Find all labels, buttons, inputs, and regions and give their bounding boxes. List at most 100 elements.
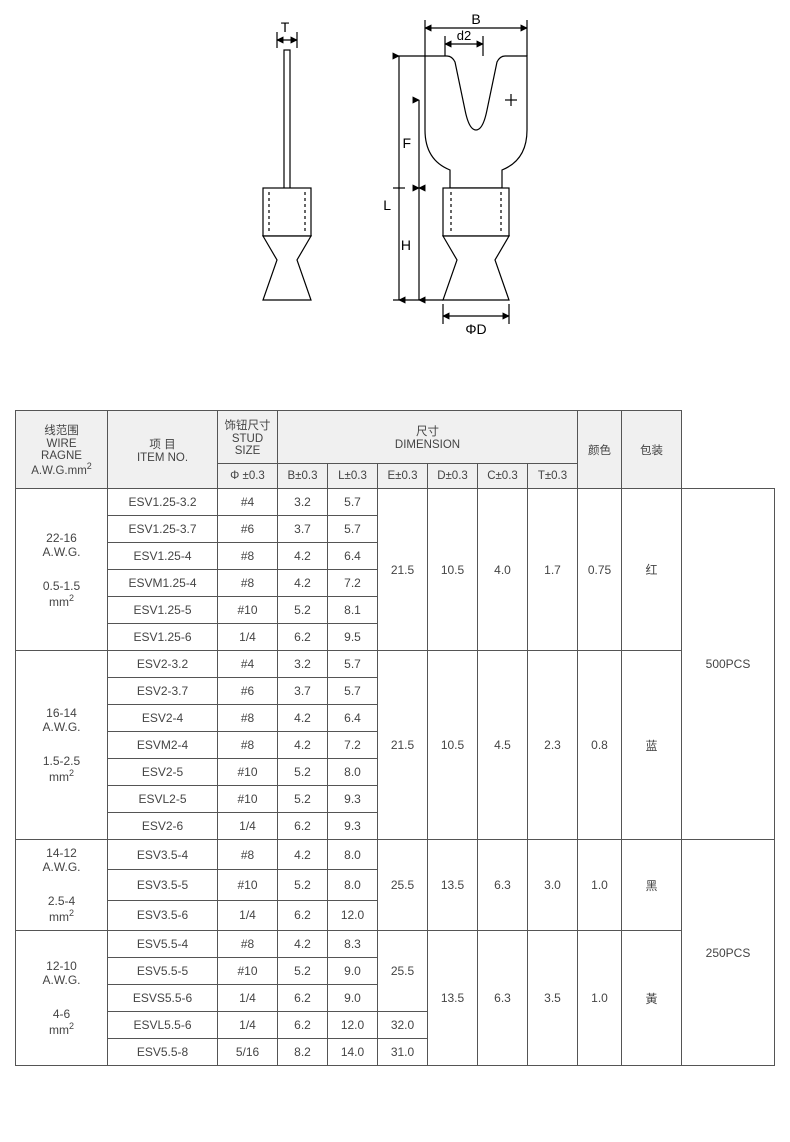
hdr-dim: 尺寸 DIMENSION — [278, 411, 578, 464]
cell-pack: 500PCS — [682, 489, 775, 840]
hdr-L: L±0.3 — [328, 464, 378, 489]
cell-phi: 5/16 — [218, 1039, 278, 1066]
cell-L: 8.1 — [328, 597, 378, 624]
cell-phi: #8 — [218, 543, 278, 570]
cell-phi: 1/4 — [218, 985, 278, 1012]
cell-B: 3.2 — [278, 651, 328, 678]
table-row: 14-12A.W.G.2.5-4mm2ESV3.5-4#84.28.025.51… — [16, 840, 775, 870]
cell-D: 10.5 — [428, 489, 478, 651]
cell-color: 红 — [622, 489, 682, 651]
cell-E: 32.0 — [378, 1012, 428, 1039]
cell-phi: #8 — [218, 570, 278, 597]
cell-item: ESV3.5-5 — [108, 870, 218, 900]
cell-L: 6.4 — [328, 543, 378, 570]
cell-B: 3.7 — [278, 516, 328, 543]
cell-B: 5.2 — [278, 870, 328, 900]
cell-phi: #10 — [218, 786, 278, 813]
hdr-color: 颜色 — [578, 411, 622, 489]
cell-item: ESVM2-4 — [108, 732, 218, 759]
cell-L: 14.0 — [328, 1039, 378, 1066]
cell-phi: #4 — [218, 651, 278, 678]
cell-phi: #8 — [218, 931, 278, 958]
cell-item: ESV3.5-6 — [108, 900, 218, 930]
cell-L: 5.7 — [328, 678, 378, 705]
cell-item: ESVM1.25-4 — [108, 570, 218, 597]
cell-L: 12.0 — [328, 900, 378, 930]
hdr-stud: 饰钮尺寸 STUD SIZE — [218, 411, 278, 464]
hdr-E: E±0.3 — [378, 464, 428, 489]
cell-phi: #10 — [218, 870, 278, 900]
cell-color: 蓝 — [622, 651, 682, 840]
cell-item: ESV2-5 — [108, 759, 218, 786]
label-T: T — [281, 19, 290, 35]
diagram-svg: T B d2 L — [185, 10, 605, 390]
cell-L: 5.7 — [328, 651, 378, 678]
cell-L: 9.5 — [328, 624, 378, 651]
cell-phi: 1/4 — [218, 900, 278, 930]
cell-L: 12.0 — [328, 1012, 378, 1039]
cell-T: 0.75 — [578, 489, 622, 651]
cell-item: ESVL5.5-6 — [108, 1012, 218, 1039]
cell-B: 4.2 — [278, 570, 328, 597]
hdr-pack: 包装 — [622, 411, 682, 489]
table-header-row-1: 线范围 WIRE RAGNE A.W.G.mm2 项 目 ITEM NO. 饰钮… — [16, 411, 775, 464]
cell-B: 5.2 — [278, 786, 328, 813]
cell-item: ESV1.25-4 — [108, 543, 218, 570]
cell-color: 黃 — [622, 931, 682, 1066]
cell-item: ESV2-3.7 — [108, 678, 218, 705]
cell-phi: #6 — [218, 516, 278, 543]
hdr-D: D±0.3 — [428, 464, 478, 489]
cell-pack: 250PCS — [682, 840, 775, 1066]
cell-C2: 3.5 — [528, 931, 578, 1066]
table-row: 12-10A.W.G.4-6mm2ESV5.5-4#84.28.325.513.… — [16, 931, 775, 958]
cell-D: 13.5 — [428, 840, 478, 931]
cell-L: 8.0 — [328, 759, 378, 786]
cell-D: 10.5 — [428, 651, 478, 840]
cell-L: 6.4 — [328, 705, 378, 732]
cell-B: 6.2 — [278, 900, 328, 930]
terminal-diagram: T B d2 L — [0, 0, 790, 400]
cell-T: 0.8 — [578, 651, 622, 840]
cell-phi: #8 — [218, 732, 278, 759]
cell-L: 9.3 — [328, 786, 378, 813]
cell-item: ESVS5.5-6 — [108, 985, 218, 1012]
cell-T: 1.0 — [578, 931, 622, 1066]
cell-C: 6.3 — [478, 931, 528, 1066]
cell-L: 8.3 — [328, 931, 378, 958]
cell-phi: #10 — [218, 958, 278, 985]
cell-B: 4.2 — [278, 705, 328, 732]
hdr-B: B±0.3 — [278, 464, 328, 489]
cell-item: ESVL2-5 — [108, 786, 218, 813]
cell-item: ESV3.5-4 — [108, 840, 218, 870]
cell-phi: 1/4 — [218, 813, 278, 840]
wire-range-cell: 14-12A.W.G.2.5-4mm2 — [16, 840, 108, 931]
cell-item: ESV2-6 — [108, 813, 218, 840]
cell-item: ESV2-4 — [108, 705, 218, 732]
cell-E: 31.0 — [378, 1039, 428, 1066]
cell-phi: #10 — [218, 759, 278, 786]
cell-L: 7.2 — [328, 570, 378, 597]
cell-C2: 3.0 — [528, 840, 578, 931]
label-B: B — [471, 11, 480, 27]
wire-range-cell: 22-16A.W.G.0.5-1.5mm2 — [16, 489, 108, 651]
cell-item: ESV1.25-3.2 — [108, 489, 218, 516]
cell-L: 5.7 — [328, 516, 378, 543]
cell-L: 5.7 — [328, 489, 378, 516]
cell-L: 8.0 — [328, 840, 378, 870]
cell-item: ESV5.5-8 — [108, 1039, 218, 1066]
wire-range-cell: 12-10A.W.G.4-6mm2 — [16, 931, 108, 1066]
cell-B: 5.2 — [278, 958, 328, 985]
cell-E: 21.5 — [378, 489, 428, 651]
cell-phi: #8 — [218, 840, 278, 870]
table-row: 16-14A.W.G.1.5-2.5mm2ESV2-3.2#43.25.721.… — [16, 651, 775, 678]
cell-phi: 1/4 — [218, 624, 278, 651]
cell-E: 25.5 — [378, 840, 428, 931]
cell-D: 13.5 — [428, 931, 478, 1066]
cell-item: ESV2-3.2 — [108, 651, 218, 678]
label-L: L — [383, 197, 391, 213]
cell-item: ESV5.5-4 — [108, 931, 218, 958]
cell-item: ESV5.5-5 — [108, 958, 218, 985]
cell-C2: 1.7 — [528, 489, 578, 651]
cell-item: ESV1.25-5 — [108, 597, 218, 624]
label-d2: d2 — [457, 28, 471, 43]
